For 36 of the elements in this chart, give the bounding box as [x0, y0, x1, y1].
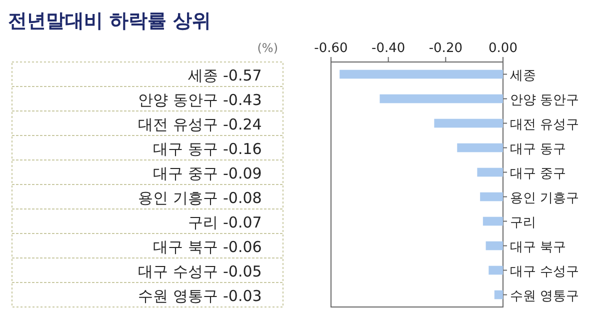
category-label: 수원 영통구	[138, 286, 218, 305]
x-tick-label: -0.20	[428, 41, 462, 56]
y-tick-label: 세종	[510, 68, 536, 84]
y-tick-label: 안양 동안구	[510, 92, 580, 108]
y-tick-label: 대전 유성구	[510, 117, 580, 132]
y-tick-label: 구리	[510, 215, 536, 230]
x-tick-label: -0.40	[372, 41, 406, 56]
data-label: -0.03	[223, 286, 262, 305]
data-label: -0.43	[223, 90, 262, 109]
x-tick-label: 0.00	[488, 41, 518, 56]
data-label: -0.07	[223, 213, 262, 232]
data-label: -0.05	[223, 262, 262, 280]
category-label: 대구 북구	[153, 238, 218, 256]
y-tick-label: 대구 동구	[510, 142, 566, 157]
category-label: 구리	[188, 213, 218, 232]
y-tick-label: 대구 북구	[510, 240, 566, 255]
y-tick-label: 대구 수성구	[510, 264, 580, 280]
category-label: 대구 수성구	[138, 262, 218, 280]
data-label: -0.06	[223, 238, 262, 256]
y-tick-label: 대구 중구	[510, 166, 566, 182]
category-label: 용인 기흥구	[138, 188, 218, 207]
x-tick-label: -0.60	[314, 41, 348, 56]
data-label: -0.16	[223, 140, 262, 158]
y-tick-label: 용인 기흥구	[510, 190, 580, 206]
category-label: 대전 유성구	[138, 115, 218, 134]
text: 전년말대비 하락률 상위	[8, 10, 212, 32]
category-label: 대구 동구	[153, 140, 218, 158]
data-label: -0.09	[223, 164, 262, 182]
text: (%)	[257, 41, 278, 55]
category-label: 안양 동안구	[138, 90, 218, 109]
data-label: -0.57	[223, 66, 262, 84]
data-label: -0.24	[223, 115, 262, 134]
category-label: 세종	[188, 66, 218, 84]
category-label: 대구 중구	[153, 164, 218, 182]
y-tick-label: 수원 영통구	[510, 288, 580, 304]
data-label: -0.08	[223, 188, 262, 207]
